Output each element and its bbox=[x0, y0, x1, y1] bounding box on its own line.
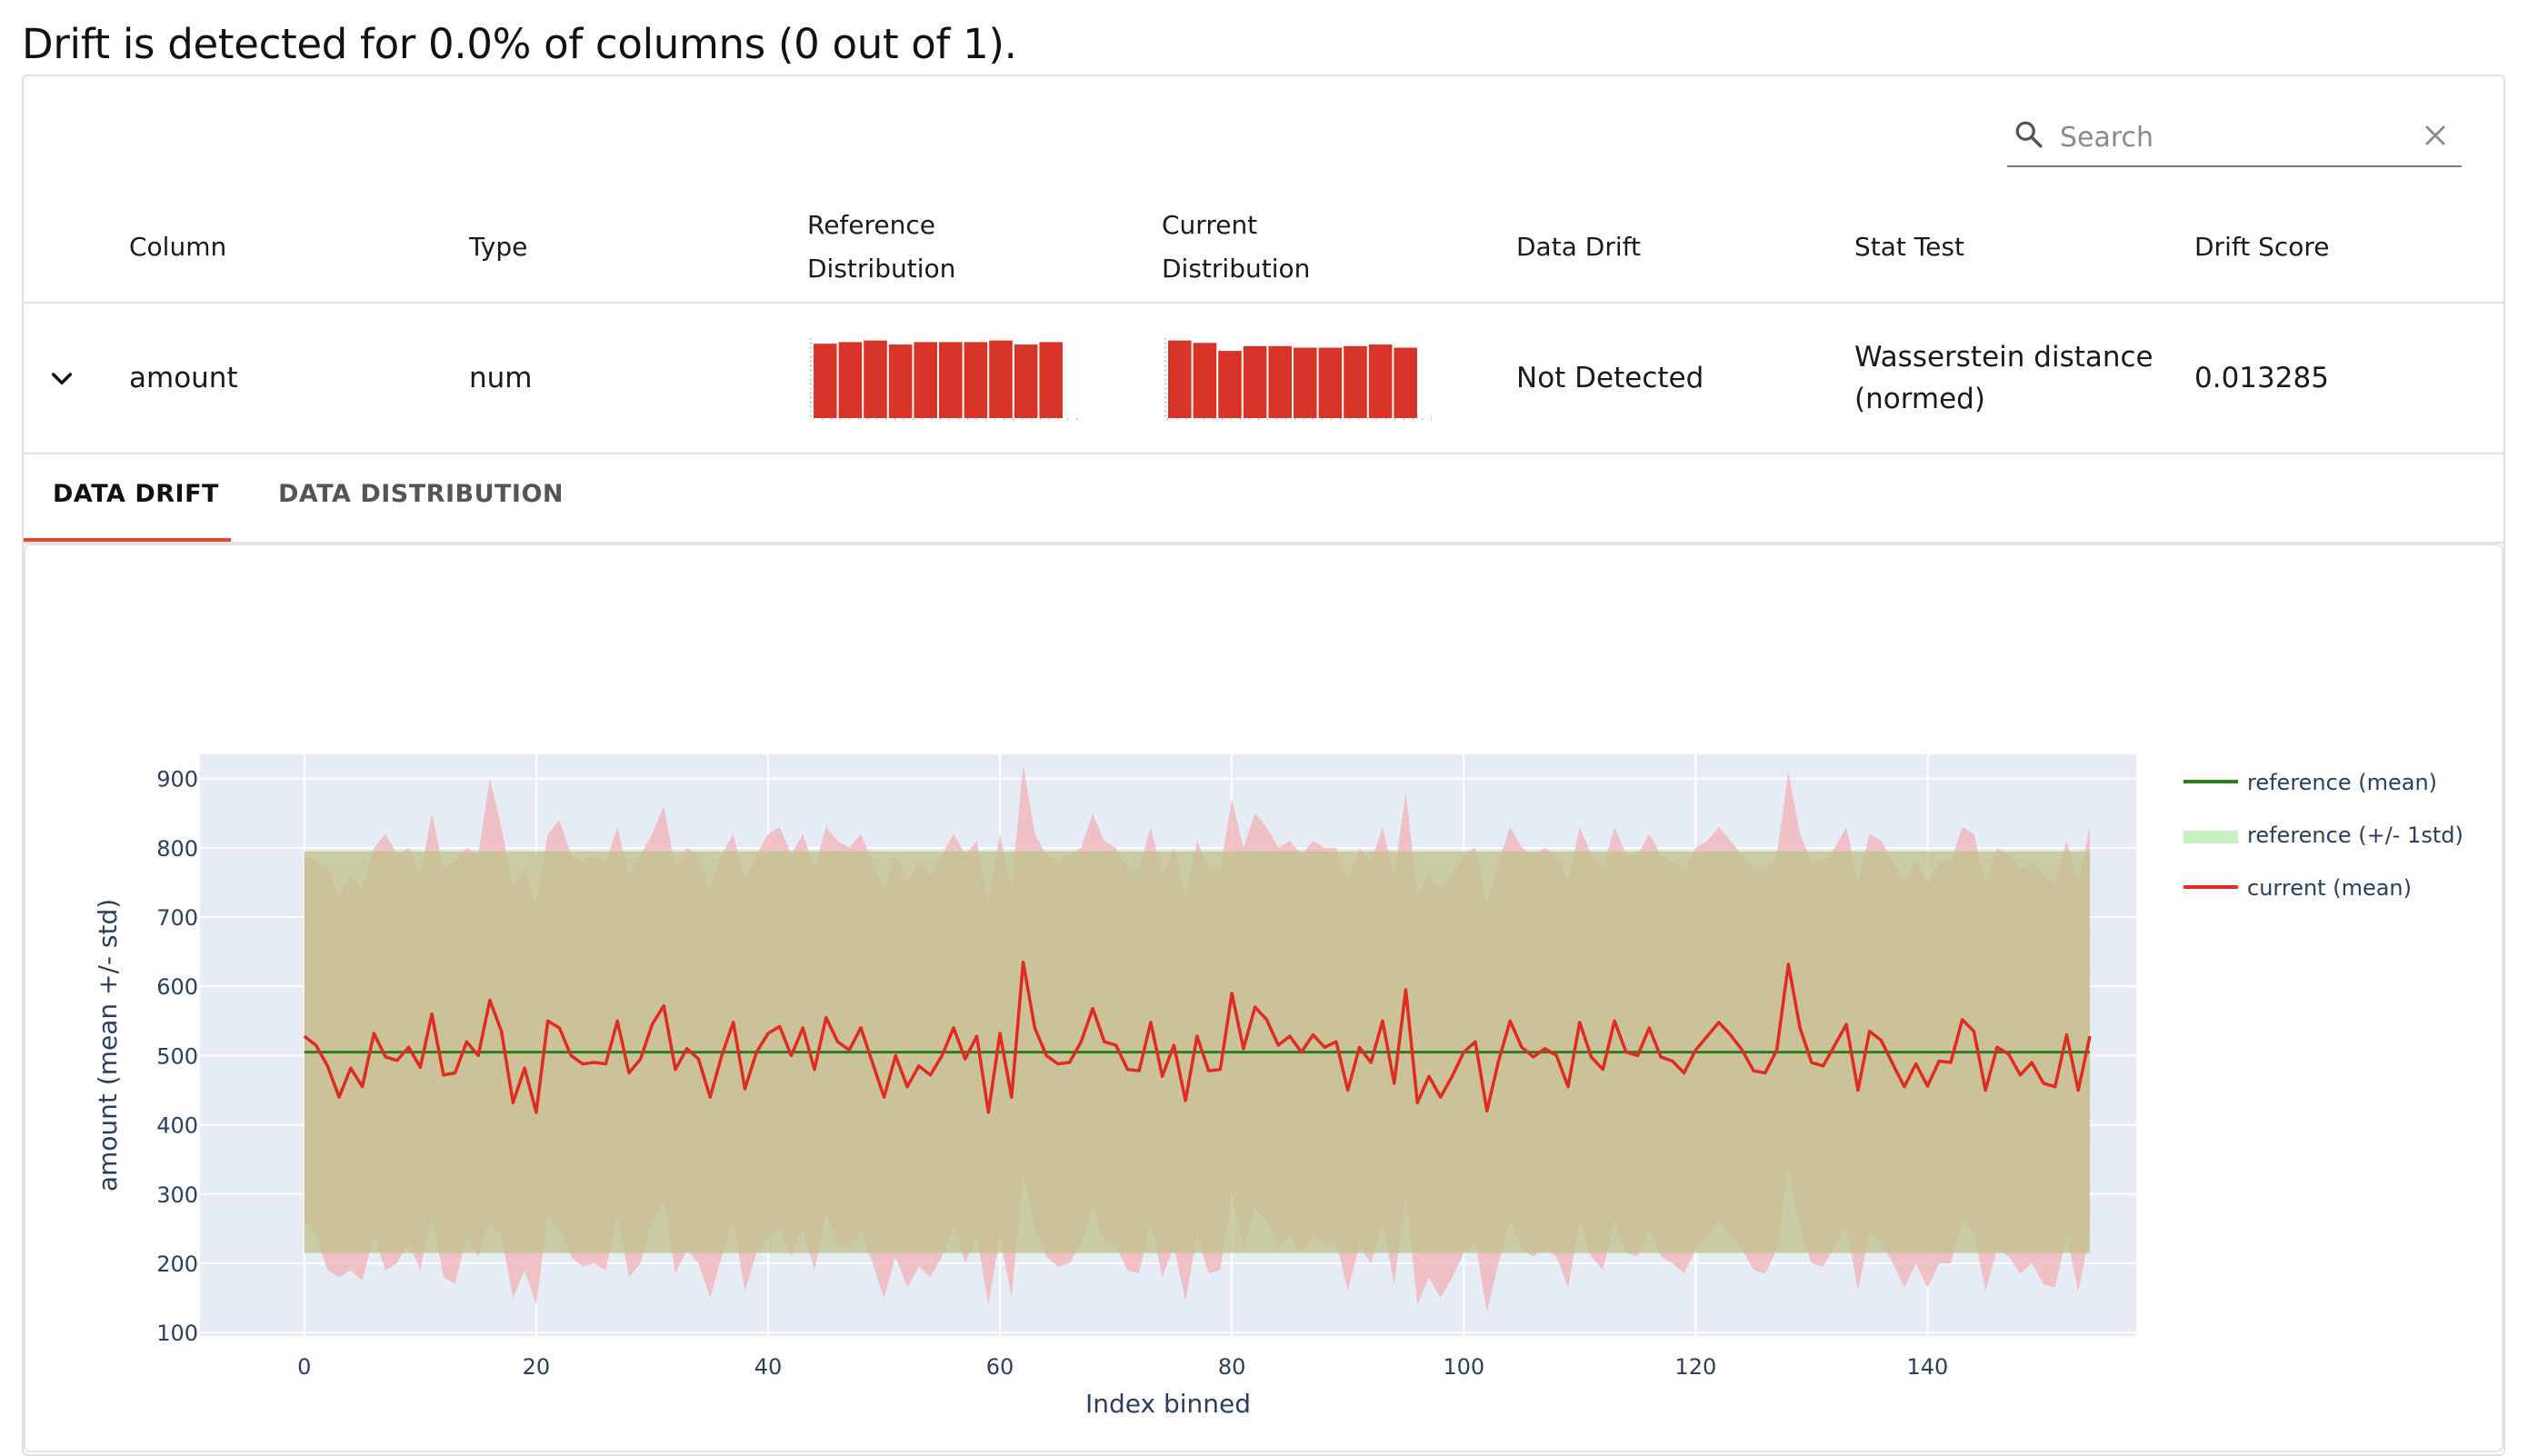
header-reference-distribution-line1: Reference bbox=[807, 210, 935, 240]
y-tick-label: 800 bbox=[156, 836, 198, 862]
header-drift-score[interactable]: Drift Score bbox=[2194, 232, 2330, 262]
x-tick-label: 0 bbox=[297, 1354, 311, 1380]
row-column-name: amount bbox=[129, 362, 238, 394]
legend-label-reference-mean: reference (mean) bbox=[2247, 770, 2437, 795]
row-divider bbox=[24, 453, 2505, 454]
y-tick-label: 900 bbox=[156, 767, 198, 793]
x-tick-label: 80 bbox=[1218, 1354, 1246, 1380]
y-tick-label: 700 bbox=[156, 905, 198, 931]
reference-hist-bar bbox=[864, 340, 887, 418]
row-column-type: num bbox=[469, 362, 533, 394]
chevron-down-icon[interactable] bbox=[47, 364, 76, 393]
y-tick-label: 100 bbox=[156, 1321, 198, 1346]
row-data-drift-status: Not Detected bbox=[1516, 362, 1704, 394]
legend-label-reference-band: reference (+/- 1std) bbox=[2247, 823, 2463, 848]
y-tick-label: 600 bbox=[156, 974, 198, 1000]
reference-hist-bar bbox=[964, 342, 988, 418]
header-divider bbox=[24, 302, 2505, 304]
header-stat-test[interactable]: Stat Test bbox=[1854, 232, 1964, 262]
reference-hist-bar bbox=[939, 342, 963, 418]
reference-hist-bar bbox=[1014, 344, 1038, 418]
header-type[interactable]: Type bbox=[469, 232, 528, 262]
current-hist-bar bbox=[1193, 343, 1217, 418]
reference-hist-bar bbox=[888, 344, 913, 418]
active-tab-indicator bbox=[24, 538, 231, 542]
legend-label-current-mean: current (mean) bbox=[2247, 875, 2412, 901]
row-stat-test-line1: Wasserstein distance bbox=[1854, 341, 2153, 374]
y-tick-label: 200 bbox=[156, 1252, 198, 1277]
current-hist-bar bbox=[1268, 345, 1292, 418]
header-current-distribution-line2: Distribution bbox=[1162, 254, 1311, 284]
search-box bbox=[2007, 111, 2462, 167]
chart-legend: reference (mean) reference (+/- 1std) cu… bbox=[2183, 770, 2463, 901]
header-current-distribution-line1: Current bbox=[1162, 210, 1258, 240]
current-hist-bar bbox=[1368, 344, 1393, 418]
y-axis-title: amount (mean +/- std) bbox=[93, 899, 123, 1192]
search-input[interactable] bbox=[2058, 116, 2407, 158]
header-reference-distribution-line2: Distribution bbox=[807, 254, 956, 284]
x-tick-label: 20 bbox=[523, 1354, 551, 1380]
x-tick-label: 140 bbox=[1907, 1354, 1949, 1380]
current-mean-line bbox=[303, 960, 2092, 1114]
x-tick-label: 120 bbox=[1674, 1354, 1716, 1380]
tabs-divider bbox=[24, 542, 2505, 544]
y-tick-label: 500 bbox=[156, 1043, 198, 1069]
y-tick-label: 400 bbox=[156, 1113, 198, 1139]
current-hist-bar bbox=[1394, 347, 1417, 418]
current-hist-bar bbox=[1294, 347, 1317, 418]
x-axis-title: Index binned bbox=[1085, 1389, 1251, 1419]
reference-hist-bar bbox=[914, 342, 937, 418]
current-hist-bar bbox=[1344, 345, 1367, 418]
current-hist-bar bbox=[1168, 340, 1192, 418]
close-icon[interactable] bbox=[2420, 120, 2451, 151]
reference-hist-bar bbox=[838, 342, 863, 418]
x-tick-label: 40 bbox=[754, 1354, 783, 1380]
reference-hist-bar bbox=[989, 340, 1013, 418]
reference-distribution-sparkline bbox=[810, 338, 1078, 420]
row-stat-test-line2: (normed) bbox=[1854, 383, 1985, 415]
current-distribution-sparkline bbox=[1164, 338, 1433, 420]
current-hist-bar bbox=[1318, 347, 1343, 418]
header-column[interactable]: Column bbox=[129, 232, 227, 262]
reference-hist-bar bbox=[814, 344, 837, 418]
search-icon bbox=[2015, 121, 2043, 148]
drift-summary-headline: Drift is detected for 0.0% of columns (0… bbox=[22, 20, 1017, 68]
y-tick-label: 300 bbox=[156, 1182, 198, 1208]
tab-data-distribution[interactable]: DATA DISTRIBUTION bbox=[278, 480, 565, 508]
x-tick-label: 100 bbox=[1443, 1354, 1484, 1380]
row-drift-score: 0.013285 bbox=[2194, 362, 2329, 394]
reference-hist-bar bbox=[1039, 342, 1063, 418]
x-tick-label: 60 bbox=[986, 1354, 1014, 1380]
current-hist-bar bbox=[1218, 351, 1242, 418]
legend-swatch-reference-band bbox=[2183, 831, 2238, 843]
current-hist-bar bbox=[1243, 345, 1267, 418]
header-data-drift[interactable]: Data Drift bbox=[1516, 232, 1641, 262]
tab-data-drift[interactable]: DATA DRIFT bbox=[53, 480, 219, 508]
